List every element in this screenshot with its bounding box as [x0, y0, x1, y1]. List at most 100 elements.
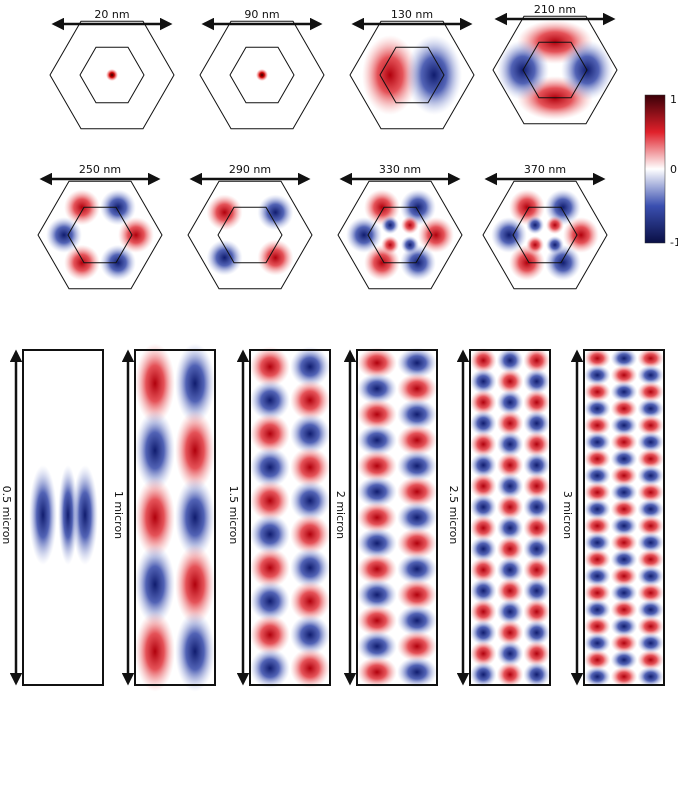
field-lobe — [290, 413, 330, 454]
field-lobe — [135, 544, 175, 625]
field-lobe — [290, 346, 330, 387]
hexagon — [379, 46, 445, 104]
field-lobe — [610, 582, 638, 603]
field-lobe — [523, 661, 551, 688]
panel-label: 20 nm — [94, 8, 129, 21]
field-lobe — [290, 480, 330, 521]
field-lobe — [637, 616, 665, 637]
field-lobe — [357, 398, 397, 430]
panel-label: 0.5 micron — [0, 486, 13, 545]
hexagon — [79, 46, 145, 104]
panel-label: 1 micron — [112, 491, 125, 539]
field-lobe — [584, 348, 611, 369]
field-lobe — [526, 235, 545, 254]
field-lobe — [64, 189, 100, 226]
waveguide-box — [469, 349, 551, 686]
field-lobe — [397, 347, 437, 379]
panel-label: 90 nm — [244, 8, 279, 21]
field-lobe — [545, 216, 564, 235]
colorbar-label: 1 — [670, 93, 677, 106]
field-lobe — [257, 194, 294, 231]
field-lobe — [496, 494, 524, 520]
field-lobe — [470, 347, 497, 374]
field-lobe — [610, 599, 638, 620]
field-lobe — [250, 581, 290, 622]
field-lobe — [496, 347, 524, 374]
field-lobe — [470, 557, 497, 583]
field-lobe — [584, 599, 611, 620]
colorbar-label: 0 — [670, 163, 677, 176]
field-lobe — [637, 633, 665, 654]
field-lobe — [637, 482, 665, 503]
field-lobe — [610, 348, 638, 369]
field-lobe — [357, 347, 397, 379]
field-lobe — [64, 244, 100, 281]
field-lobe — [637, 666, 665, 687]
field-lobe — [584, 566, 611, 587]
field-lobe — [610, 649, 638, 670]
field-lobe — [470, 515, 497, 541]
waveguide-box — [22, 349, 104, 686]
field-lobe — [584, 482, 611, 503]
field-lobe — [470, 661, 497, 688]
field-lobe — [610, 549, 638, 570]
field-lobe — [584, 515, 611, 536]
field-lobe — [584, 448, 611, 469]
field-lobe — [496, 661, 524, 688]
field-lobe — [523, 431, 551, 457]
panel-label: 210 nm — [534, 3, 576, 16]
field-lobe — [290, 648, 330, 689]
field-lobe — [470, 410, 497, 436]
field-lobe — [496, 536, 524, 562]
field-lobe — [637, 582, 665, 603]
field-lobe — [357, 605, 397, 637]
colorbar-label: -1 — [670, 236, 678, 249]
field-lobe — [610, 633, 638, 654]
field-lobe — [470, 536, 497, 562]
field-lobe — [496, 473, 524, 499]
field-lobe — [400, 216, 419, 235]
field-lobe — [496, 557, 524, 583]
panel-label: 370 nm — [524, 163, 566, 176]
field-lobe — [584, 465, 611, 486]
field-lobe — [357, 502, 397, 533]
field-lobe — [610, 532, 638, 553]
panel-label: 290 nm — [229, 163, 271, 176]
field-lobe — [175, 343, 215, 424]
field-lobe — [496, 389, 524, 415]
field-lobe — [496, 368, 524, 394]
field-lobe — [610, 365, 638, 386]
field-lobe — [610, 616, 638, 637]
field-lobe — [257, 239, 294, 276]
field-lobe — [397, 502, 437, 533]
field-lobe — [400, 235, 419, 254]
field-lobe — [523, 452, 551, 478]
field-lobe — [100, 244, 136, 281]
field-lobe — [496, 641, 524, 667]
field-lobe — [610, 448, 638, 469]
field-lobe — [584, 398, 611, 419]
field-lobe — [584, 633, 611, 654]
panel-label: 250 nm — [79, 163, 121, 176]
field-lobe — [637, 549, 665, 570]
field-lobe — [584, 432, 611, 453]
field-lobe — [357, 656, 397, 688]
field-lobe — [523, 347, 551, 374]
field-lobe — [637, 415, 665, 436]
field-lobe — [250, 648, 290, 689]
field-lobe — [357, 527, 397, 559]
field-lobe — [584, 549, 611, 570]
field-lobe — [637, 515, 665, 536]
field-lobe — [637, 398, 665, 419]
field-lobe — [637, 599, 665, 620]
field-lobe — [496, 515, 524, 541]
field-lobe — [106, 69, 118, 81]
field-lobe — [584, 616, 611, 637]
field-lobe — [584, 499, 611, 520]
field-lobe — [637, 381, 665, 402]
field-lobe — [610, 566, 638, 587]
field-lobe — [584, 365, 611, 386]
field-lobe — [290, 614, 330, 655]
field-lobe — [610, 432, 638, 453]
field-lobe — [250, 547, 290, 588]
